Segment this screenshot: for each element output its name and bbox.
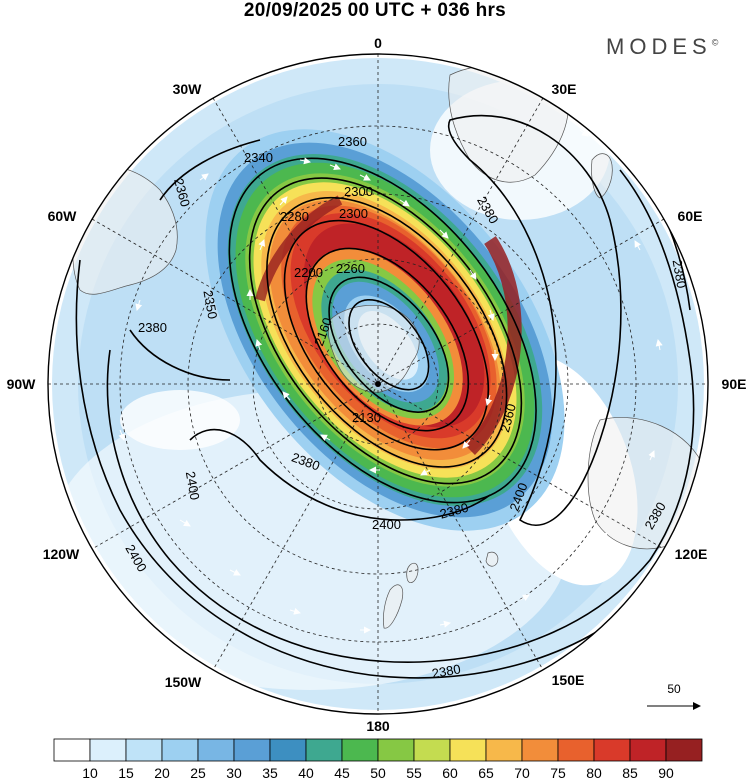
contour-label: 2130 <box>352 410 381 425</box>
contour-label: 2360 <box>338 134 367 149</box>
map-title: 20/09/2025 00 UTC + 036 hrs <box>243 0 507 21</box>
colorbar-swatch <box>413 738 451 762</box>
colorbar-swatch <box>665 738 703 762</box>
colorbar-tick-label: 25 <box>190 765 206 781</box>
longitude-label-90w: 90W <box>7 376 37 392</box>
colorbar-swatch <box>197 738 235 762</box>
map-disc-content <box>48 54 708 714</box>
colorbar-swatch <box>233 738 271 762</box>
longitude-label-60w: 60W <box>48 208 78 224</box>
longitude-label-30e: 30E <box>552 81 577 97</box>
contour-label: 2280 <box>280 209 309 224</box>
longitude-label-30w: 30W <box>173 81 203 97</box>
colorbar-swatch <box>449 738 487 762</box>
colorbar-tick-label: 85 <box>622 765 638 781</box>
longitude-label-90e: 90E <box>722 376 747 392</box>
colorbar-tick-label: 10 <box>82 765 98 781</box>
new-zealand-north <box>406 562 419 583</box>
longitude-labels: 0 30E 60E 90E 120E 150E 180 150W 120W 90… <box>7 35 747 734</box>
colorbar: 10 15 20 25 30 35 40 45 50 55 60 65 70 75 80 85 90 <box>53 738 703 781</box>
colorbar-swatch <box>161 738 199 762</box>
copyright-mark: © <box>711 37 719 48</box>
wind-vectors <box>118 129 663 634</box>
new-zealand <box>383 584 404 629</box>
colorbar-swatch <box>557 738 595 762</box>
contour-label: 2340 <box>244 150 273 165</box>
colorbar-swatch <box>377 738 415 762</box>
brand-logo: MODES© <box>606 34 718 60</box>
contour-label: 2300 <box>339 206 368 221</box>
contour-label: 2380 <box>138 320 167 335</box>
longitude-label-180: 180 <box>366 718 390 734</box>
colorbar-tick-label: 30 <box>226 765 242 781</box>
contour-label: 2300 <box>344 184 373 199</box>
tasmania <box>485 551 499 567</box>
reference-vector-label: 50 <box>667 682 681 696</box>
colorbar-tick-label: 55 <box>406 765 422 781</box>
colorbar-swatch <box>521 738 559 762</box>
contour-label: 2360 <box>171 177 193 209</box>
colorbar-tick-label: 45 <box>334 765 350 781</box>
longitude-label-150e: 150E <box>552 672 585 688</box>
colorbar-swatch <box>53 738 91 762</box>
contour-label: 2260 <box>336 261 365 276</box>
contour-label: 2400 <box>372 517 401 532</box>
colorbar-swatch <box>593 738 631 762</box>
longitude-label-150w: 150W <box>165 674 202 690</box>
colorbar-tick-label: 70 <box>514 765 530 781</box>
longitude-label-60e: 60E <box>678 208 703 224</box>
colorbar-tick-label: 20 <box>154 765 170 781</box>
colorbar-tick-label: 75 <box>550 765 566 781</box>
south-pole-marker <box>375 381 381 387</box>
contour-labels: 2130 2160 2200 2260 2280 2300 2300 2340 … <box>122 134 689 681</box>
colorbar-tick-label: 60 <box>442 765 458 781</box>
colorbar-swatch <box>485 738 523 762</box>
colorbar-tick-label: 50 <box>370 765 386 781</box>
colorbar-tick-label: 90 <box>658 765 674 781</box>
contour-label: 2400 <box>183 470 203 501</box>
reference-vector: 50 <box>647 682 701 710</box>
colorbar-tick-label: 35 <box>262 765 278 781</box>
contour-label: 2380 <box>438 500 470 522</box>
colorbar-swatch <box>305 738 343 762</box>
colorbar-swatch <box>629 738 667 762</box>
colorbar-swatch <box>269 738 307 762</box>
colorbar-swatch <box>125 738 163 762</box>
colorbar-tick-label: 65 <box>478 765 494 781</box>
colorbar-swatch <box>341 738 379 762</box>
longitude-label-0: 0 <box>374 35 382 51</box>
longitude-label-120e: 120E <box>675 546 708 562</box>
colorbar-tick-label: 80 <box>586 765 602 781</box>
colorbar-tick-label: 15 <box>118 765 134 781</box>
contour-label: 2380 <box>670 258 690 289</box>
contour-label: 2350 <box>200 289 220 320</box>
contour-label: 2380 <box>431 661 462 681</box>
brand-name: MODES <box>606 34 712 59</box>
contour-label: 2360 <box>497 402 519 434</box>
colorbar-swatch <box>89 738 127 762</box>
longitude-label-120w: 120W <box>43 546 80 562</box>
map-boundary <box>47 53 709 715</box>
colorbar-tick-label: 40 <box>298 765 314 781</box>
contour-label: 2200 <box>294 265 323 280</box>
